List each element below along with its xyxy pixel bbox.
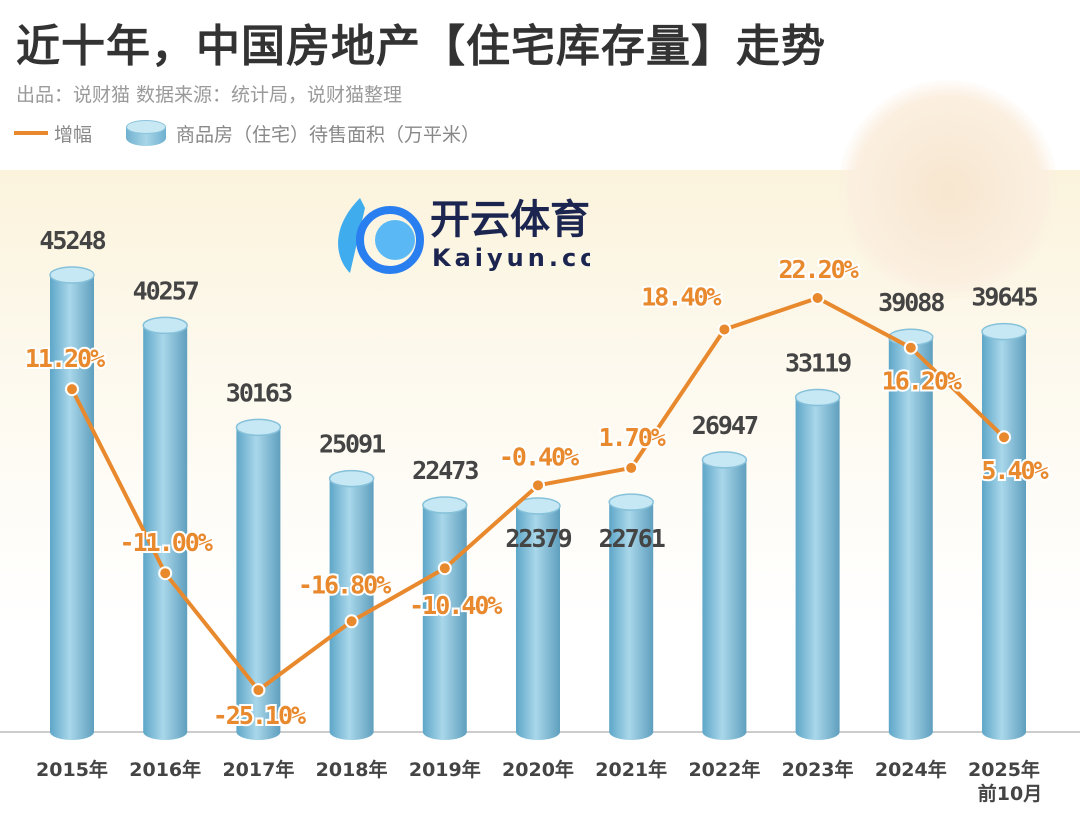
- bar-cap: [422, 496, 468, 514]
- legend-growth-label: 增幅: [54, 123, 93, 146]
- subtitle: 出品：说财猫 数据来源：统计局，说财猫整理: [16, 84, 403, 106]
- page-title: 近十年，中国房地产【住宅库存量】走势: [16, 21, 826, 72]
- bar-cap: [49, 266, 95, 284]
- bar: [422, 505, 467, 740]
- bar-cap: [142, 316, 188, 335]
- growth-point: [997, 430, 1011, 445]
- bar-cap: [981, 322, 1027, 341]
- legend: 增幅 商品房（住宅）待售面积（万平米）: [14, 118, 480, 148]
- growth-label: -16.80%: [298, 570, 391, 599]
- bar-value-label: 40257: [133, 276, 199, 305]
- growth-label: 18.40%: [641, 282, 721, 311]
- growth-point: [344, 614, 359, 629]
- bar-cap: [235, 418, 282, 437]
- growth-point: [251, 683, 266, 698]
- growth-point: [810, 290, 825, 305]
- growth-point: [158, 566, 173, 581]
- legend-cylinder-swatch: [126, 118, 167, 148]
- bar: [888, 337, 933, 740]
- x-tick-label: 2017年: [222, 758, 294, 781]
- bar: [982, 331, 1026, 740]
- bar: [795, 397, 840, 740]
- x-tick-label: 2023年: [782, 758, 854, 781]
- growth-point: [903, 340, 918, 355]
- x-tick-label: 2021年: [595, 758, 667, 781]
- bar-value-label: 22379: [505, 524, 571, 553]
- bar-value-label: 39088: [878, 288, 944, 317]
- bar-value-label: 39645: [971, 283, 1037, 312]
- growth-label: 22.20%: [778, 255, 858, 284]
- bar-cap: [608, 493, 654, 511]
- legend-line-swatch: [14, 131, 48, 135]
- legend-area-label: 商品房（住宅）待售面积（万平米）: [176, 123, 481, 146]
- watermark-name: 开云体育: [430, 197, 590, 243]
- bar-value-label: 22761: [599, 524, 665, 553]
- bar: [329, 478, 374, 740]
- bar: [516, 505, 560, 740]
- growth-point: [717, 322, 732, 337]
- x-tick-label: 2018年: [316, 758, 388, 781]
- growth-point: [437, 561, 452, 576]
- growth-label: -10.40%: [409, 591, 502, 620]
- bar-value-label: 26947: [692, 411, 758, 440]
- bar: [50, 274, 94, 740]
- x-tick-label: 2015年: [36, 758, 108, 781]
- bar: [609, 502, 654, 740]
- bar-value-label: 33119: [785, 348, 851, 377]
- bar-cap: [328, 469, 375, 488]
- growth-label: -0.40%: [499, 442, 579, 471]
- x-tick-label: 2016年: [129, 758, 201, 781]
- growth-label: -11.00%: [120, 528, 213, 557]
- bar-cap: [794, 388, 841, 407]
- growth-point: [65, 382, 79, 397]
- x-tick-label: 2019年: [409, 758, 481, 781]
- x-tick-label: 2024年: [875, 758, 947, 781]
- bar-value-label: 25091: [319, 430, 385, 459]
- growth-label: 5.40%: [981, 456, 1048, 485]
- x-tick-label: 2020年: [502, 758, 574, 781]
- bar-value-label: 45248: [39, 226, 105, 255]
- x-tick-label: 2022年: [688, 758, 760, 781]
- x-tick-note: 前10月: [978, 782, 1042, 805]
- growth-label: -25.10%: [213, 701, 306, 730]
- growth-point: [531, 478, 545, 493]
- bar-value-label: 30163: [226, 378, 292, 407]
- bar: [236, 427, 281, 740]
- mascot-cat-image: [838, 80, 1058, 300]
- bar-value-label: 22473: [412, 456, 478, 485]
- growth-label: 11.20%: [25, 344, 105, 373]
- kaiyun-watermark-logo: 开云体育 Kaiyun.com: [338, 197, 590, 274]
- watermark-url: Kaiyun.com: [432, 244, 590, 272]
- bar: [702, 459, 747, 740]
- growth-label: 16.20%: [882, 367, 962, 396]
- growth-point: [624, 460, 639, 475]
- x-tick-label: 2025年: [968, 758, 1040, 781]
- growth-label: 1.70%: [599, 423, 666, 452]
- bar: [143, 325, 188, 740]
- bar-cap: [701, 451, 748, 469]
